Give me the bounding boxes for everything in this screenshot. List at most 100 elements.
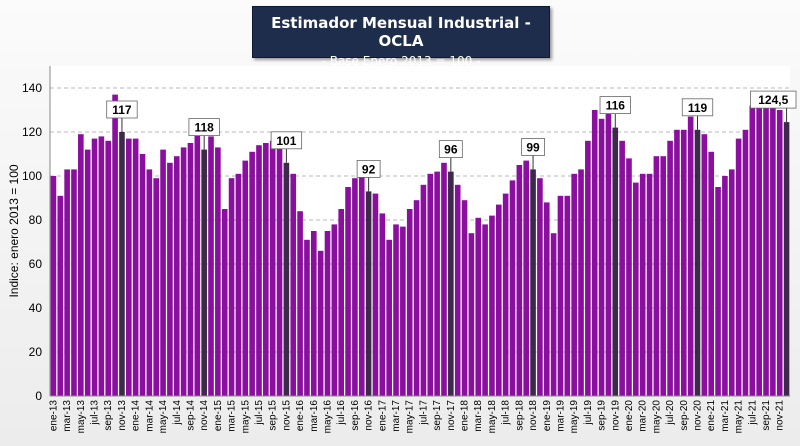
bar: [317, 250, 324, 396]
bar: [598, 118, 605, 397]
x-tick-label: ene-20: [624, 400, 635, 432]
bar: [680, 129, 687, 397]
bar: [482, 224, 488, 396]
callout: 96: [438, 140, 463, 172]
bar: [585, 140, 591, 396]
callout-box: [356, 159, 381, 178]
bar: [78, 134, 84, 396]
x-tick-label: nov-19: [610, 400, 621, 431]
x-tick-label: nov-15: [281, 400, 292, 431]
callout-label: 119: [688, 101, 708, 115]
x-tick-label: jul-17: [418, 400, 429, 426]
bar: [749, 105, 756, 396]
callout-label: 96: [444, 143, 458, 157]
bar: [605, 105, 612, 396]
x-tick-label: may-21: [734, 400, 745, 434]
callout: 101: [270, 131, 303, 163]
bar: [304, 239, 310, 396]
x-tick-label: nov-18: [528, 400, 539, 431]
bar: [331, 224, 338, 396]
callout-box: [438, 140, 463, 159]
x-tick-label: ene-13: [48, 400, 59, 432]
bar: [228, 178, 235, 396]
bar: [550, 233, 557, 396]
callout-box: [599, 96, 631, 114]
bar: [324, 231, 331, 396]
x-tick-label: ene-19: [542, 400, 553, 432]
bar: [626, 158, 632, 396]
bar: [489, 215, 495, 396]
bar: [537, 178, 543, 396]
bar: [153, 178, 160, 396]
bar-highlight: [448, 171, 454, 396]
bar: [557, 195, 564, 396]
bar-highlight: [783, 122, 790, 396]
bar: [687, 116, 694, 396]
bar: [249, 151, 255, 396]
bar: [242, 160, 249, 396]
bar: [646, 173, 653, 396]
bar: [208, 136, 214, 396]
x-tick-label: mar-15: [227, 400, 238, 432]
bar-highlight: [283, 162, 290, 396]
x-tick-label: jul-19: [583, 400, 594, 426]
bar: [256, 145, 262, 396]
x-tick-label: jul-15: [254, 400, 265, 426]
x-tick-label: may-19: [569, 400, 580, 434]
x-tick-label: ene-18: [460, 400, 471, 432]
callout-label: 117: [112, 103, 132, 117]
bar: [728, 169, 735, 396]
x-tick-label: nov-13: [117, 400, 128, 431]
bar: [310, 231, 317, 396]
x-tick-label: sep-19: [597, 400, 608, 431]
x-tick-label: nov-21: [775, 400, 786, 431]
callout: 99: [521, 137, 545, 170]
bar: [633, 182, 639, 396]
x-tick-label: may-18: [487, 400, 498, 434]
x-tick-label: sep-14: [185, 400, 196, 431]
x-tick-label: jul-14: [172, 400, 183, 426]
bar: [290, 173, 297, 396]
bar: [194, 125, 201, 397]
bar: [639, 173, 646, 396]
x-tick-label: sep-21: [761, 400, 772, 431]
y-tick-label: 20: [29, 345, 43, 359]
bar: [653, 156, 660, 396]
bar: [406, 209, 413, 396]
bar: [57, 195, 64, 396]
bar: [475, 217, 482, 396]
x-tick-label: jul-13: [90, 400, 101, 426]
x-tick-label: mar-18: [473, 400, 484, 432]
y-tick-label: 40: [29, 301, 43, 315]
x-tick-label: mar-17: [391, 400, 402, 432]
bar: [379, 213, 386, 396]
x-tick-label: sep-15: [268, 400, 279, 431]
bar: [132, 138, 139, 396]
x-tick-label: mar-14: [144, 400, 155, 432]
bar: [502, 193, 509, 396]
x-tick-label: ene-14: [131, 400, 142, 432]
x-tick-label: mar-13: [62, 400, 73, 432]
callout: 124,5: [750, 90, 797, 123]
bar: [509, 180, 516, 396]
callout-box: [270, 131, 303, 150]
bar: [221, 209, 228, 396]
bar: [413, 200, 420, 396]
x-tick-label: sep-13: [103, 400, 114, 431]
x-tick-label: ene-16: [295, 400, 306, 432]
callout: 92: [356, 159, 381, 192]
x-tick-label: mar-21: [720, 400, 731, 432]
bar-highlight: [694, 129, 701, 397]
x-tick-label: may-20: [651, 400, 662, 434]
callout-label: 101: [276, 134, 296, 148]
bar: [50, 176, 57, 396]
callout-box: [106, 100, 138, 119]
x-tick-label: sep-18: [514, 400, 525, 431]
bar: [674, 129, 680, 397]
bar: [461, 200, 468, 396]
x-tick-label: jul-20: [665, 400, 676, 426]
bar: [701, 134, 708, 396]
x-tick-label: sep-17: [432, 400, 443, 431]
